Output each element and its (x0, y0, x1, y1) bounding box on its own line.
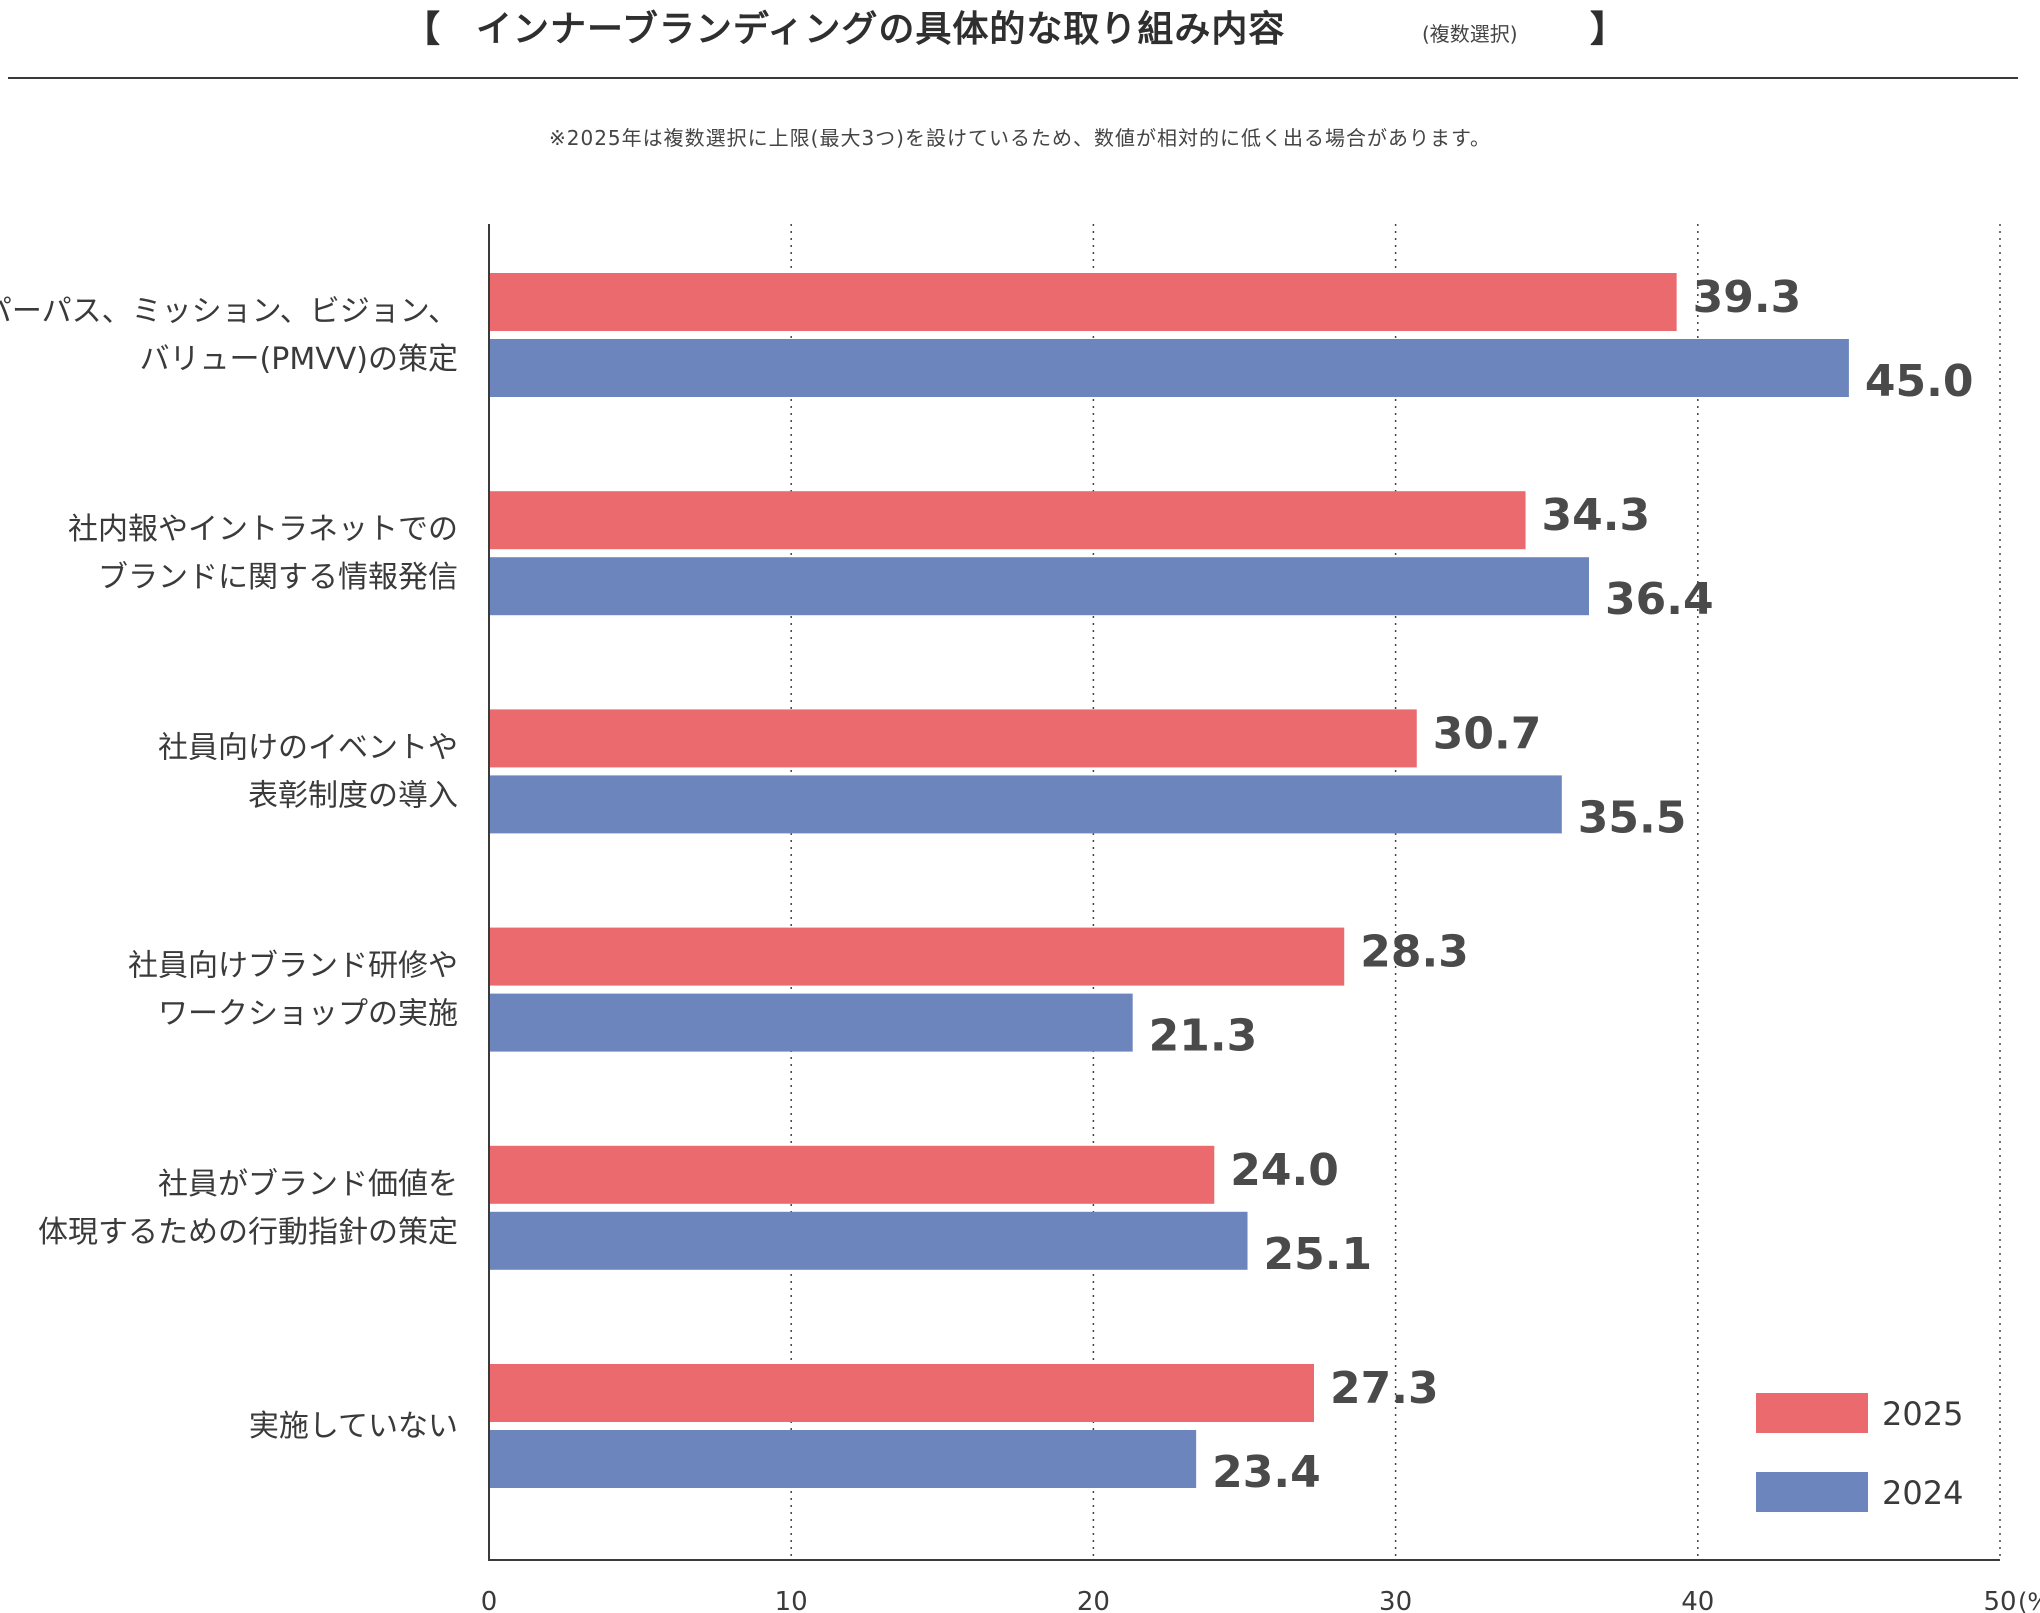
bar-2025-0 (489, 273, 1677, 331)
legend-label-2024: 2024 (1882, 1474, 1964, 1512)
category-label-4-line-0: 社員がブランド価値を (158, 1167, 458, 1202)
bar-2025-2 (489, 709, 1417, 768)
chart-subtitle: (複数選択) (1422, 22, 1518, 46)
category-label-1-line-0: 社内報やイントラネットでの (68, 512, 458, 547)
bar-2024-3 (489, 993, 1133, 1052)
data-label-2025-5: 27.3 (1330, 1363, 1439, 1414)
legend-label-2025: 2025 (1882, 1395, 1964, 1433)
bar-2025-4 (489, 1145, 1215, 1204)
title-rule (8, 77, 2018, 79)
category-label-0-line-0: パーパス、ミッション、ビジョン、 (0, 294, 458, 329)
bar-2024-1 (489, 557, 1590, 616)
category-label-2-line-0: 社員向けのイベントや (158, 730, 458, 765)
legend-swatch-2024 (1756, 1472, 1868, 1512)
x-tick-label-30: 30 (1379, 1587, 1412, 1613)
legend-swatch-2025 (1756, 1393, 1868, 1433)
footnote: ※2025年は複数選択に上限(最大3つ)を設けているため、数値が相対的に低く出る… (549, 126, 1491, 150)
data-label-2024-1: 36.4 (1605, 574, 1714, 625)
title-bracket-open: 【 (404, 9, 441, 50)
data-label-2024-3: 21.3 (1149, 1011, 1258, 1062)
category-label-4-line-1: 体現するための行動指針の策定 (38, 1215, 458, 1250)
x-tick-label-10: 10 (775, 1587, 808, 1613)
data-label-2024-2: 35.5 (1578, 792, 1687, 843)
category-label-2-line-1: 表彰制度の導入 (248, 778, 458, 813)
data-label-2024-4: 25.1 (1264, 1229, 1373, 1280)
category-label-3-line-0: 社員向けブランド研修や (128, 949, 458, 984)
x-tick-label-40: 40 (1681, 1587, 1714, 1613)
bar-2025-1 (489, 491, 1526, 550)
bar-2025-3 (489, 927, 1345, 986)
bar-2024-4 (489, 1211, 1248, 1270)
title-bracket-close: 】 (1590, 9, 1627, 50)
category-label-5-line-0: 実施していない (249, 1409, 458, 1444)
data-label-2025-1: 34.3 (1542, 490, 1651, 541)
category-label-1-line-1: ブランドに関する情報発信 (98, 560, 458, 595)
x-tick-label-20: 20 (1077, 1587, 1110, 1613)
x-tick-label-0: 0 (481, 1587, 498, 1613)
x-axis-unit: (%) (2018, 1588, 2040, 1613)
title-row: 【 インナーブランディングの具体的な取り組み内容 (複数選択) 】 (0, 4, 2040, 66)
bar-2024-5 (489, 1430, 1197, 1488)
data-label-2024-0: 45.0 (1865, 356, 1974, 407)
category-label-3-line-1: ワークショップの実施 (158, 997, 458, 1032)
data-label-2025-4: 24.0 (1230, 1145, 1339, 1196)
bar-2024-2 (489, 775, 1562, 834)
chart-title: インナーブランディングの具体的な取り組み内容 (476, 9, 1286, 50)
bar-2025-5 (489, 1364, 1315, 1422)
data-label-2025-2: 30.7 (1433, 708, 1542, 759)
bar-2024-0 (489, 339, 1849, 397)
category-label-0-line-1: バリュー(PMVV)の策定 (140, 342, 458, 377)
x-tick-label-50: 50 (1983, 1587, 2016, 1613)
data-label-2024-5: 23.4 (1212, 1447, 1321, 1498)
data-label-2025-0: 39.3 (1693, 272, 1802, 323)
data-label-2025-3: 28.3 (1360, 927, 1469, 978)
